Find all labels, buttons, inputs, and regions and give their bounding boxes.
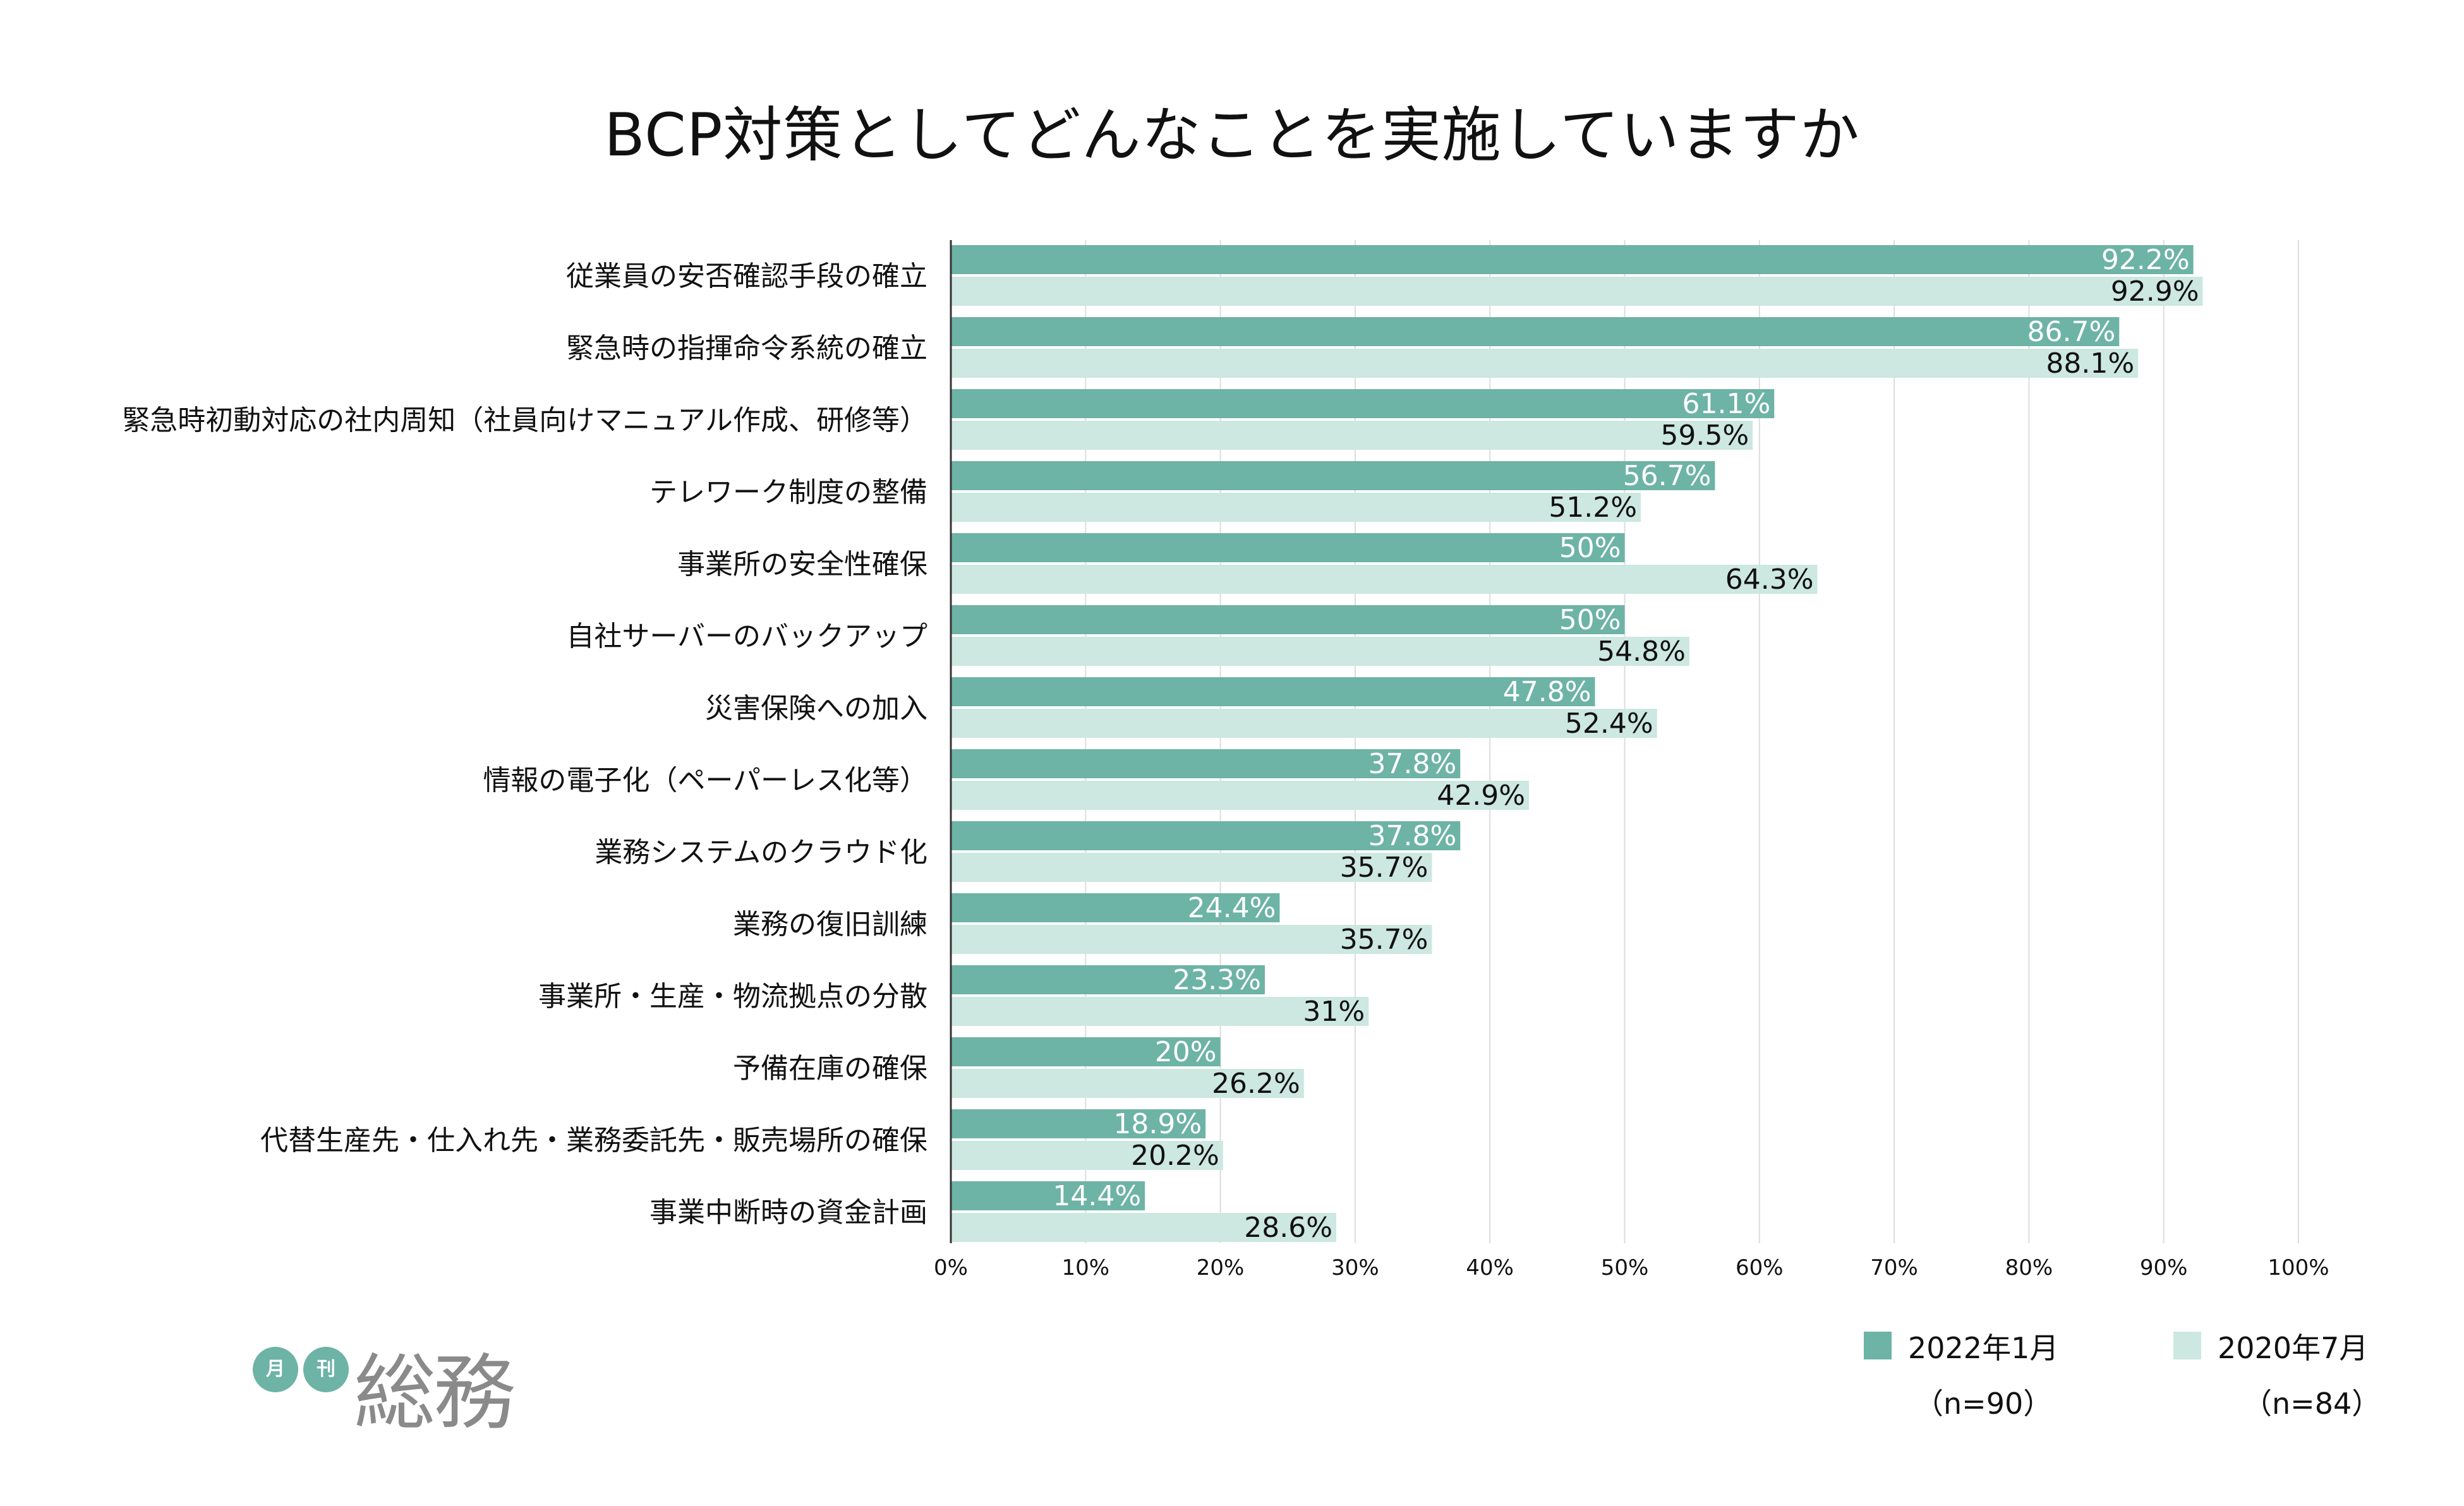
bar-2022 — [951, 749, 1461, 778]
chart-title: BCP対策としてどんなことを実施していますか — [604, 101, 1860, 170]
bar-2022 — [951, 461, 1715, 490]
legend-swatch-2022 — [1864, 1332, 1892, 1359]
legend-label-2020: 2020年7月 — [2218, 1331, 2369, 1365]
bar-2020 — [951, 853, 1432, 882]
bar-2022 — [951, 389, 1775, 418]
bar-2020 — [951, 781, 1530, 810]
bar-2022 — [951, 1181, 1145, 1210]
value-label-2020: 54.8% — [1597, 636, 1686, 668]
legend-label-2022: 2022年1月 — [1908, 1331, 2059, 1365]
value-label-2020: 31% — [1303, 996, 1365, 1028]
bar-2020 — [951, 421, 1753, 450]
bar-2020 — [951, 637, 1689, 666]
x-tick-label: 10% — [1062, 1255, 1110, 1280]
value-label-2020: 59.5% — [1660, 419, 1749, 452]
x-tick-label: 100% — [2268, 1255, 2329, 1280]
value-label-2022: 37.8% — [1368, 820, 1456, 852]
category-label: 事業中断時の資金計画 — [649, 1196, 927, 1229]
category-label: 業務の復旧訓練 — [733, 908, 927, 941]
x-tick-label: 20% — [1197, 1255, 1245, 1280]
category-label: 事業所の安全性確保 — [677, 548, 927, 581]
bar-2022 — [951, 677, 1595, 706]
publisher-logo: 月 刊 総務 — [253, 1327, 516, 1441]
value-label-2022: 23.3% — [1173, 964, 1261, 996]
value-label-2022: 86.7% — [2027, 316, 2116, 348]
bar-2020 — [951, 1069, 1304, 1098]
category-label: 予備在庫の確保 — [733, 1052, 927, 1085]
value-label-2020: 26.2% — [1212, 1068, 1300, 1100]
bars: 92.2%92.9% 86.7%88.1% 61.1%59.5% 56.7%51.2%… — [951, 244, 2203, 1244]
bar-2022 — [951, 533, 1625, 562]
x-tick-label: 80% — [2005, 1255, 2053, 1280]
x-tick-label: 40% — [1466, 1255, 1514, 1280]
category-label: 緊急時の指揮命令系統の確立 — [566, 332, 927, 364]
category-label: 業務システムのクラウド化 — [595, 836, 927, 869]
x-tick-label: 90% — [2140, 1255, 2188, 1280]
logo-badge-tsuki: 月 — [253, 1347, 298, 1392]
value-label-2020: 35.7% — [1340, 852, 1428, 884]
bar-2020 — [951, 277, 2203, 306]
x-tick-label: 0% — [934, 1255, 968, 1280]
category-label: 情報の電子化（ペーパーレス化等） — [483, 764, 927, 797]
x-tick-label: 30% — [1331, 1255, 1379, 1280]
bar-2020 — [951, 565, 1818, 594]
value-label-2022: 14.4% — [1053, 1180, 1141, 1212]
value-label-2022: 24.4% — [1188, 892, 1276, 924]
value-label-2022: 56.7% — [1623, 460, 1712, 492]
bar-2022 — [951, 245, 2194, 274]
logo-badge-kan: 刊 — [303, 1347, 349, 1392]
value-label-2022: 47.8% — [1503, 676, 1591, 708]
value-label-2022: 92.2% — [2101, 244, 2190, 276]
value-label-2020: 51.2% — [1549, 491, 1637, 524]
bar-2022 — [951, 605, 1625, 634]
logo-wordmark: 総務 — [354, 1345, 516, 1441]
value-label-2020: 28.6% — [1244, 1212, 1332, 1244]
value-label-2022: 18.9% — [1113, 1108, 1202, 1140]
bar-2022 — [951, 965, 1265, 994]
x-tick-label: 70% — [1870, 1255, 1918, 1280]
value-label-2020: 64.3% — [1725, 563, 1814, 596]
bar-2020 — [951, 1213, 1337, 1242]
value-label-2020: 52.4% — [1565, 708, 1653, 740]
category-label: 従業員の安否確認手段の確立 — [566, 260, 927, 292]
legend-n-2022: （n=90） — [1914, 1387, 2053, 1421]
bar-2020 — [951, 997, 1369, 1026]
bar-2020 — [951, 349, 2139, 378]
bar-2022 — [951, 1109, 1206, 1138]
category-label: 自社サーバーのバックアップ — [566, 620, 927, 653]
value-label-2022: 50% — [1559, 604, 1621, 636]
bar-2020 — [951, 925, 1432, 954]
value-label-2022: 61.1% — [1682, 388, 1770, 420]
x-tick-label: 50% — [1601, 1255, 1649, 1280]
value-label-2020: 92.9% — [2111, 275, 2199, 308]
x-tick-label: 60% — [1736, 1255, 1784, 1280]
bar-2020 — [951, 493, 1641, 522]
category-label: 事業所・生産・物流拠点の分散 — [538, 980, 927, 1013]
category-labels: 従業員の安否確認手段の確立緊急時の指揮命令系統の確立緊急時初動対応の社内周知（社… — [122, 260, 927, 1229]
value-label-2022: 20% — [1155, 1036, 1217, 1068]
value-label-2020: 35.7% — [1340, 924, 1428, 956]
value-label-2022: 50% — [1559, 532, 1621, 564]
bar-2022 — [951, 1037, 1221, 1066]
bar-2022 — [951, 317, 2120, 346]
category-label: 代替生産先・仕入れ先・業務委託先・販売場所の確保 — [260, 1124, 927, 1157]
value-label-2020: 88.1% — [2046, 347, 2134, 380]
bar-2020 — [951, 709, 1657, 738]
category-label: 災害保険への加入 — [705, 692, 927, 725]
bar-2020 — [951, 1141, 1223, 1170]
category-label: テレワーク制度の整備 — [649, 476, 927, 509]
legend-n-2020: （n=84） — [2243, 1387, 2381, 1421]
bar-2022 — [951, 893, 1280, 922]
category-label: 緊急時初動対応の社内周知（社員向けマニュアル作成、研修等） — [122, 404, 927, 437]
value-label-2022: 37.8% — [1368, 748, 1456, 780]
legend-swatch-2020 — [2173, 1332, 2201, 1359]
x-axis-ticks: 0% 10% 20% 30% 40% 50% 60% 70% 80% 90% 100% — [934, 1255, 2329, 1280]
bar-2022 — [951, 821, 1461, 850]
value-label-2020: 42.9% — [1437, 780, 1525, 812]
value-label-2020: 20.2% — [1131, 1140, 1219, 1172]
